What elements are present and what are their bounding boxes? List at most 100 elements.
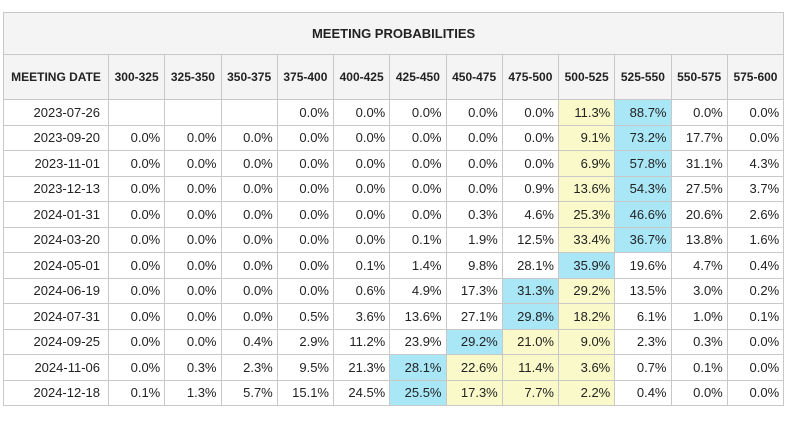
probability-cell: 0.0% xyxy=(276,175,335,202)
probability-cell: 0.0% xyxy=(332,175,391,202)
probability-cell: 0.0% xyxy=(164,303,222,330)
probability-cell: 1.9% xyxy=(445,226,503,253)
column-header-range: 500-525 xyxy=(557,54,616,100)
table-row: 2023-07-26 0.0% 0.0% 0.0% 0.0% 0.0% 11.3% 88.7%… xyxy=(3,99,785,126)
meeting-date-cell: 2024-06-19 xyxy=(3,277,109,304)
probability-cell: 73.2% xyxy=(614,124,672,151)
meeting-date-cell: 2024-03-20 xyxy=(3,226,109,253)
column-header-range: 475-500 xyxy=(501,54,560,100)
probability-cell: 0.0% xyxy=(164,328,222,355)
probability-cell: 0.0% xyxy=(220,252,278,279)
probability-cell: 0.0% xyxy=(220,303,278,330)
probability-cell: 0.0% xyxy=(220,201,278,228)
probability-cell: 0.0% xyxy=(670,379,728,406)
probability-cell: 57.8% xyxy=(614,150,672,177)
probability-cell: 0.0% xyxy=(107,328,166,355)
meeting-date-cell: 2023-12-13 xyxy=(3,175,109,202)
probability-cell: 0.0% xyxy=(276,124,335,151)
probability-cell: 0.0% xyxy=(107,150,166,177)
probability-cell: 17.3% xyxy=(445,277,503,304)
probability-cell: 29.2% xyxy=(445,328,503,355)
probability-cell: 22.6% xyxy=(445,354,503,381)
probability-cell: 11.2% xyxy=(332,328,391,355)
probability-cell: 7.7% xyxy=(501,379,560,406)
probability-cell: 0.0% xyxy=(164,201,222,228)
table-row: 2023-09-20 0.0% 0.0% 0.0% 0.0% 0.0% 0.0% 0.0% 0.… xyxy=(3,124,785,151)
probability-cell: 4.3% xyxy=(726,150,785,177)
probability-cell: 9.8% xyxy=(445,252,503,279)
probability-cell: 1.0% xyxy=(670,303,728,330)
probability-cell: 0.0% xyxy=(276,277,335,304)
probability-cell: 0.0% xyxy=(726,354,785,381)
probability-cell: 0.0% xyxy=(107,175,166,202)
probability-cell: 0.0% xyxy=(389,150,447,177)
probability-cell: 19.6% xyxy=(614,252,672,279)
probability-cell: 0.0% xyxy=(107,354,166,381)
table-row: 2024-12-18 0.1% 1.3% 5.7% 15.1% 24.5% 25.5% 17.… xyxy=(3,379,785,406)
probability-cell: 0.0% xyxy=(332,226,391,253)
probability-cell: 0.0% xyxy=(389,201,447,228)
probability-cell: 13.6% xyxy=(389,303,447,330)
column-header-range: 300-325 xyxy=(107,54,166,100)
probability-cell: 46.6% xyxy=(614,201,672,228)
probability-cell: 0.0% xyxy=(726,124,785,151)
probability-cell: 0.0% xyxy=(220,226,278,253)
column-header-range: 425-450 xyxy=(389,54,447,100)
probability-cell: 88.7% xyxy=(614,99,672,126)
probability-cell: 0.0% xyxy=(332,150,391,177)
column-header-range: 400-425 xyxy=(332,54,391,100)
probabilities-table-container: MEETING PROBABILITIES MEETING DATE 300-3… xyxy=(2,12,785,406)
table-row: 2024-01-31 0.0% 0.0% 0.0% 0.0% 0.0% 0.0% 0.3% 4.… xyxy=(3,201,785,228)
meeting-date-cell: 2024-11-06 xyxy=(3,354,109,381)
column-header-range: 375-400 xyxy=(276,54,335,100)
probability-cell: 0.0% xyxy=(445,175,503,202)
probability-cell: 23.9% xyxy=(389,328,447,355)
probability-cell: 0.0% xyxy=(670,99,728,126)
column-header-range: 575-600 xyxy=(726,54,785,100)
column-header-range: 525-550 xyxy=(614,54,672,100)
probability-cell: 2.9% xyxy=(276,328,335,355)
probability-cell: 0.0% xyxy=(726,99,785,126)
probability-cell: 21.0% xyxy=(501,328,560,355)
table-row: 2024-09-25 0.0% 0.0% 0.4% 2.9% 11.2% 23.9% 29.2… xyxy=(3,328,785,355)
probability-cell: 3.7% xyxy=(726,175,785,202)
probability-cell: 0.0% xyxy=(501,150,560,177)
meeting-date-cell: 2023-11-01 xyxy=(3,150,109,177)
probability-cell: 0.0% xyxy=(107,277,166,304)
probability-cell: 0.0% xyxy=(276,252,335,279)
probability-cell: 0.4% xyxy=(614,379,672,406)
probability-cell: 0.0% xyxy=(220,277,278,304)
probability-cell: 28.1% xyxy=(389,354,447,381)
table-row: 2023-11-01 0.0% 0.0% 0.0% 0.0% 0.0% 0.0% 0.0% 0.… xyxy=(3,150,785,177)
column-header-meeting-date: MEETING DATE xyxy=(3,54,109,100)
probability-cell: 9.1% xyxy=(557,124,616,151)
column-header-range: 450-475 xyxy=(445,54,503,100)
probability-cell: 27.5% xyxy=(670,175,728,202)
column-header-range: 550-575 xyxy=(670,54,728,100)
probability-cell: 28.1% xyxy=(501,252,560,279)
probability-cell: 0.0% xyxy=(164,277,222,304)
probability-cell: 9.0% xyxy=(557,328,616,355)
meeting-date-cell: 2024-12-18 xyxy=(3,379,109,406)
probability-cell: 0.4% xyxy=(726,252,785,279)
meeting-date-cell: 2024-01-31 xyxy=(3,201,109,228)
probability-cell: 0.0% xyxy=(726,328,785,355)
table-row: 2024-05-01 0.0% 0.0% 0.0% 0.0% 0.1% 1.4% 9.8% 28… xyxy=(3,252,785,279)
probability-cell: 6.1% xyxy=(614,303,672,330)
probability-cell: 18.2% xyxy=(557,303,616,330)
probability-cell: 4.7% xyxy=(670,252,728,279)
probability-cell: 4.6% xyxy=(501,201,560,228)
probability-cell: 2.6% xyxy=(726,201,785,228)
probability-cell: 0.1% xyxy=(107,379,166,406)
probability-cell: 0.0% xyxy=(445,150,503,177)
probability-cell: 0.0% xyxy=(164,150,222,177)
probability-cell: 0.0% xyxy=(445,124,503,151)
probability-cell: 31.3% xyxy=(501,277,560,304)
probability-cell: 17.7% xyxy=(670,124,728,151)
probability-cell: 1.4% xyxy=(389,252,447,279)
probability-cell: 3.6% xyxy=(332,303,391,330)
meeting-date-cell: 2024-05-01 xyxy=(3,252,109,279)
probability-cell: 24.5% xyxy=(332,379,391,406)
table-row: 2023-12-13 0.0% 0.0% 0.0% 0.0% 0.0% 0.0% 0.0% 0.… xyxy=(3,175,785,202)
probability-cell: 15.1% xyxy=(276,379,335,406)
